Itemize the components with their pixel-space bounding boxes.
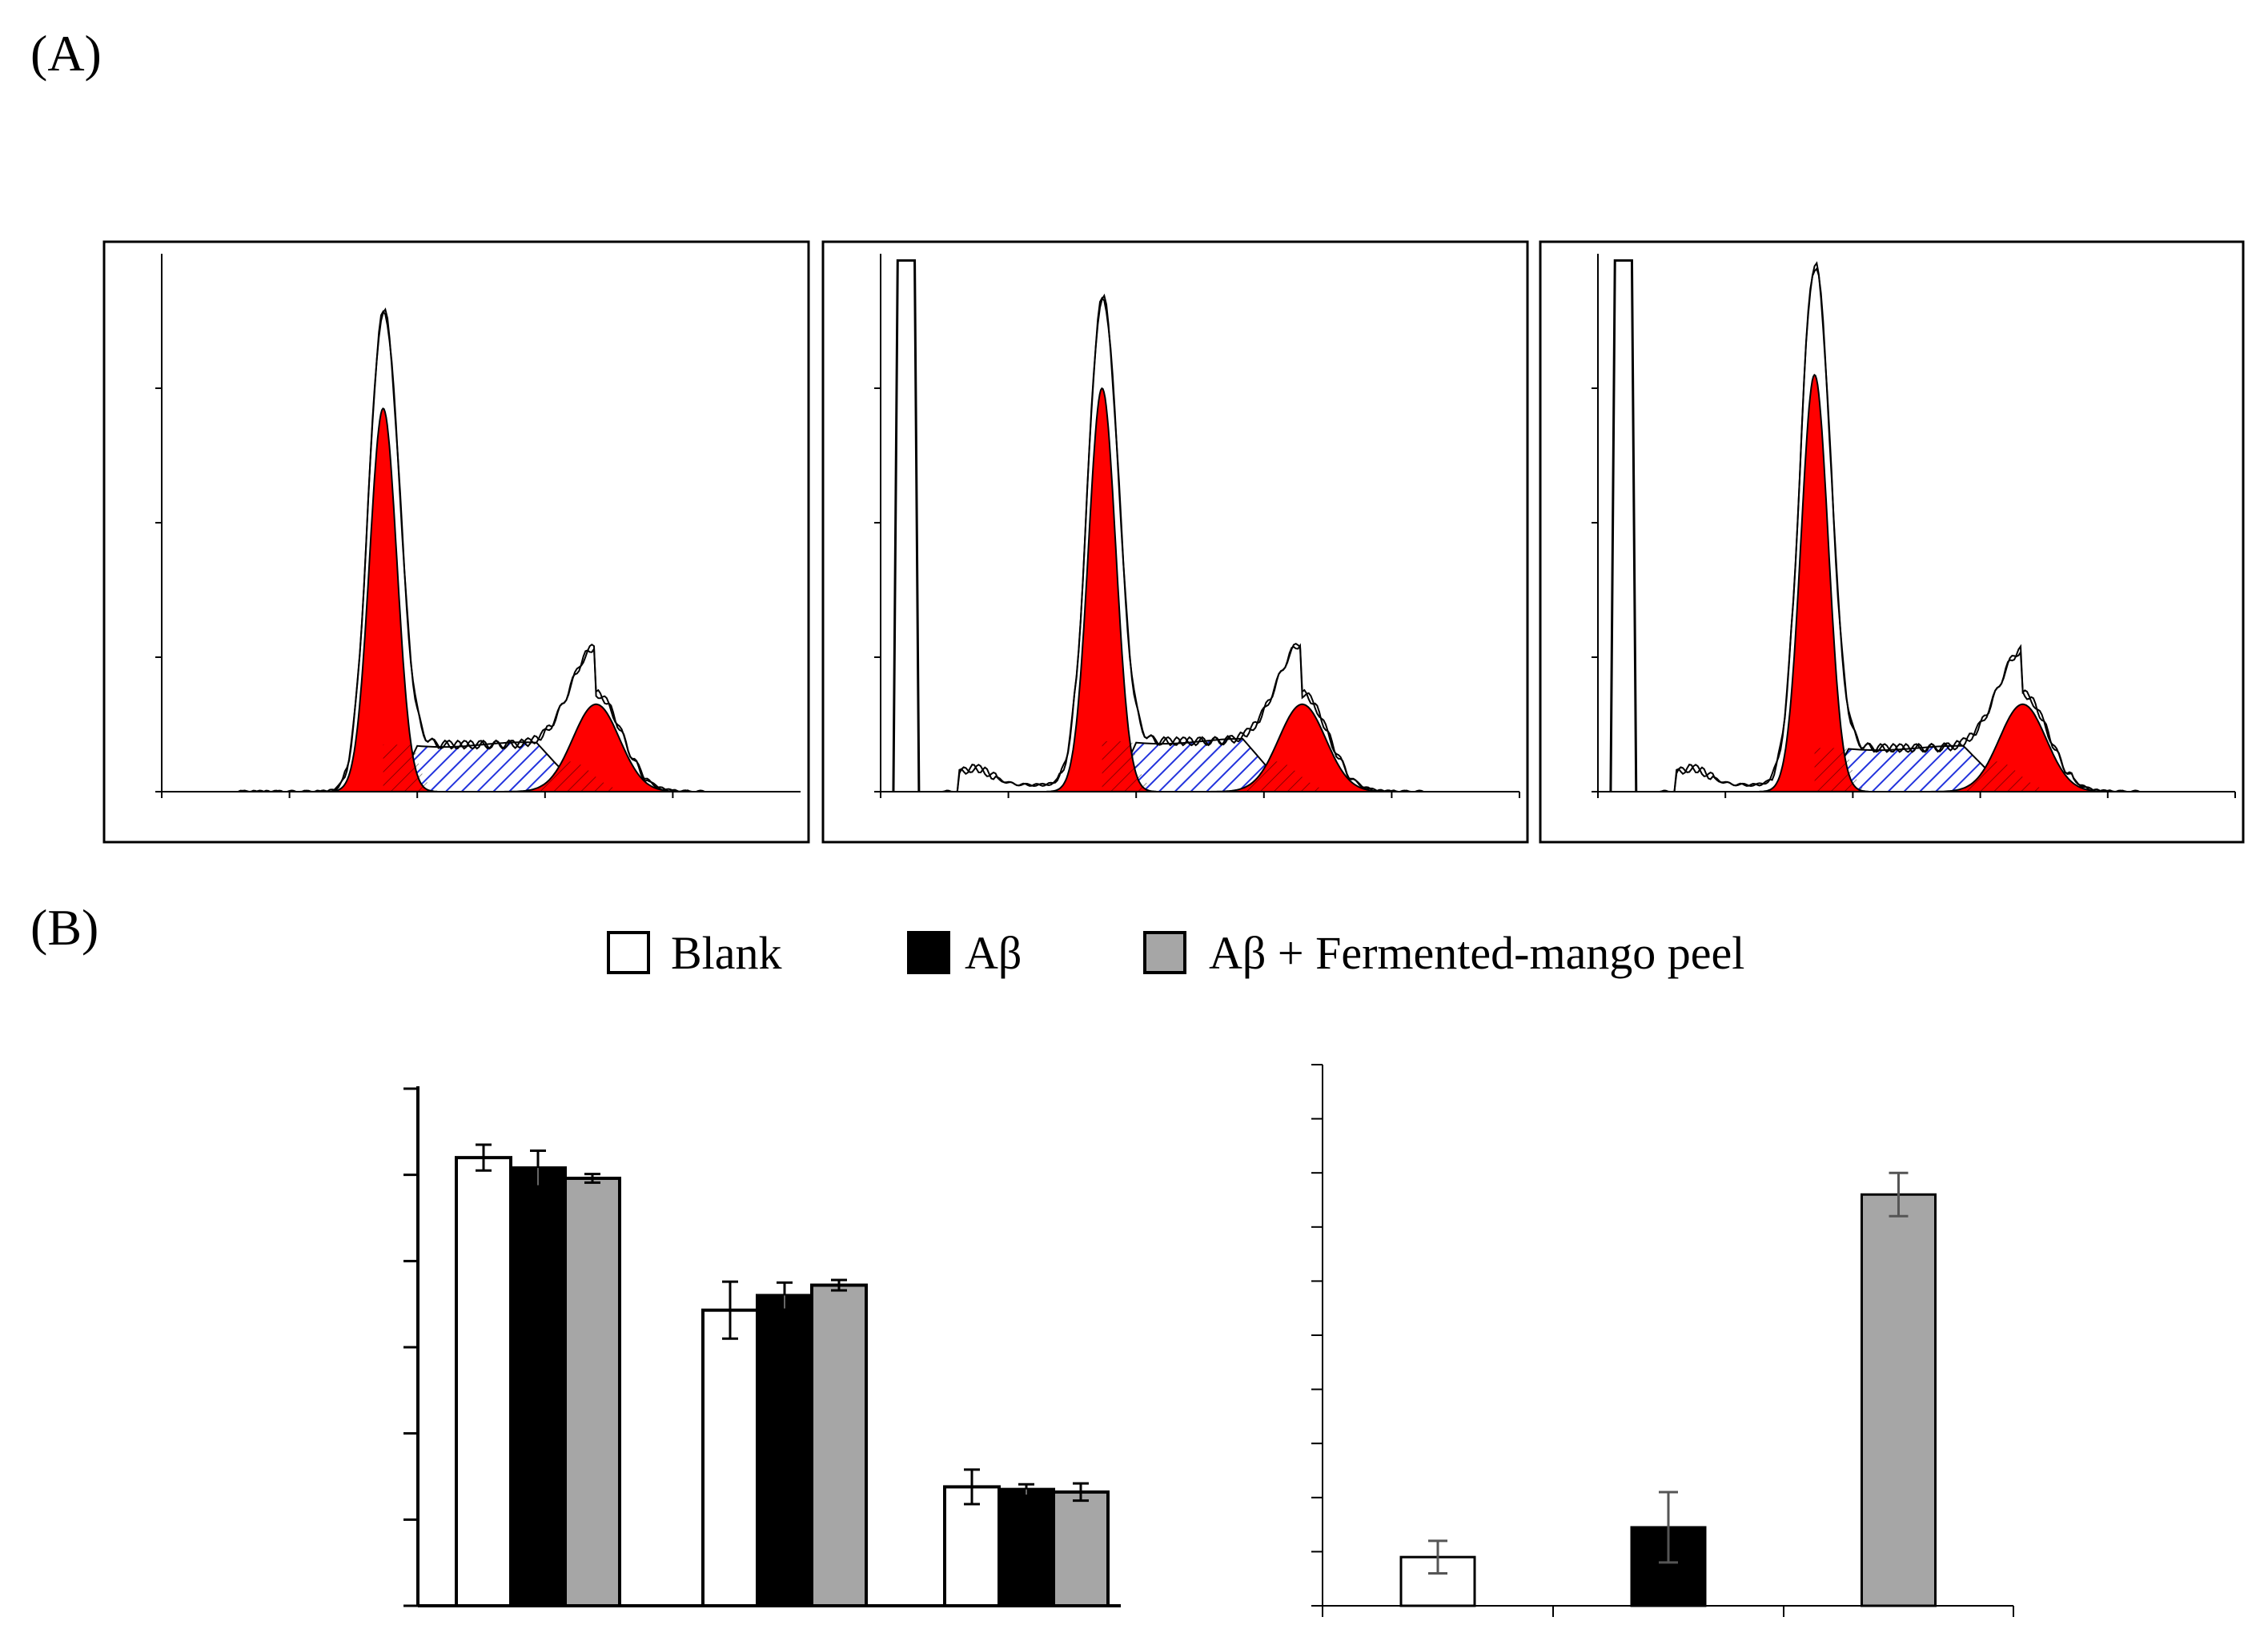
histogram-2 [1539, 240, 2245, 844]
histogram-envelope [940, 296, 1426, 792]
g2-peak-fill [1929, 703, 2116, 792]
legend-label-abeta: Aβ [965, 927, 1022, 979]
bar-1-0 [509, 1166, 567, 1607]
g2-overlap-hatch [1963, 761, 2049, 792]
error-bar-0 [1428, 1539, 1447, 1575]
histogram-1 [821, 240, 1529, 844]
bar-2 [1861, 1193, 1937, 1607]
debris-spike [892, 259, 921, 792]
panel-label-a: (A) [30, 25, 102, 82]
legend-label-mango: Aβ + Fermented-mango peel [1209, 927, 1744, 979]
debris-spike [1609, 259, 1638, 792]
g1-overlap-hatch [1102, 741, 1154, 792]
error-bar-2 [1889, 1171, 1909, 1218]
error-bar-0-0 [476, 1143, 492, 1172]
legend: Blank Aβ Aβ + Fermented-mango peel [607, 927, 1744, 979]
bar-2-0 [564, 1176, 621, 1608]
g2-overlap-hatch [536, 761, 622, 792]
bar-0 [1399, 1555, 1476, 1607]
legend-swatch-abeta [907, 931, 950, 974]
bar-0-1 [701, 1308, 759, 1608]
error-bar-2-2 [1073, 1482, 1089, 1503]
legend-swatch-mango [1143, 931, 1186, 974]
g2-overlap-hatch [1242, 761, 1328, 792]
legend-swatch-blank [607, 931, 650, 974]
g1-overlap-hatch [383, 744, 435, 792]
bar-1-1 [756, 1294, 813, 1608]
error-bar-0-1 [722, 1280, 738, 1340]
error-bar-2-1 [831, 1278, 847, 1292]
error-bar-2-0 [584, 1173, 600, 1184]
g2-peak-fill [502, 703, 689, 792]
error-bar-0-2 [964, 1468, 980, 1506]
error-bar-1 [1659, 1491, 1678, 1564]
histogram-0 [102, 240, 810, 844]
g2-peak-fill [1208, 703, 1395, 792]
histogram-envelope [238, 310, 707, 792]
subg1-bar-chart [1311, 1064, 2014, 1617]
cell-cycle-bar-chart [403, 1086, 1121, 1608]
bar-1-2 [998, 1487, 1055, 1608]
histogram-frame [1539, 240, 2245, 844]
bar-2-2 [1052, 1490, 1110, 1607]
histogram-envelope [1657, 261, 2142, 792]
bar-0-0 [455, 1156, 512, 1607]
panel-label-b: (B) [30, 899, 98, 956]
histogram-frame [821, 240, 1529, 844]
histogram-panels [102, 240, 2245, 844]
legend-label-blank: Blank [671, 927, 782, 979]
g1-overlap-hatch [1814, 748, 1866, 792]
bar-2-1 [810, 1283, 868, 1607]
